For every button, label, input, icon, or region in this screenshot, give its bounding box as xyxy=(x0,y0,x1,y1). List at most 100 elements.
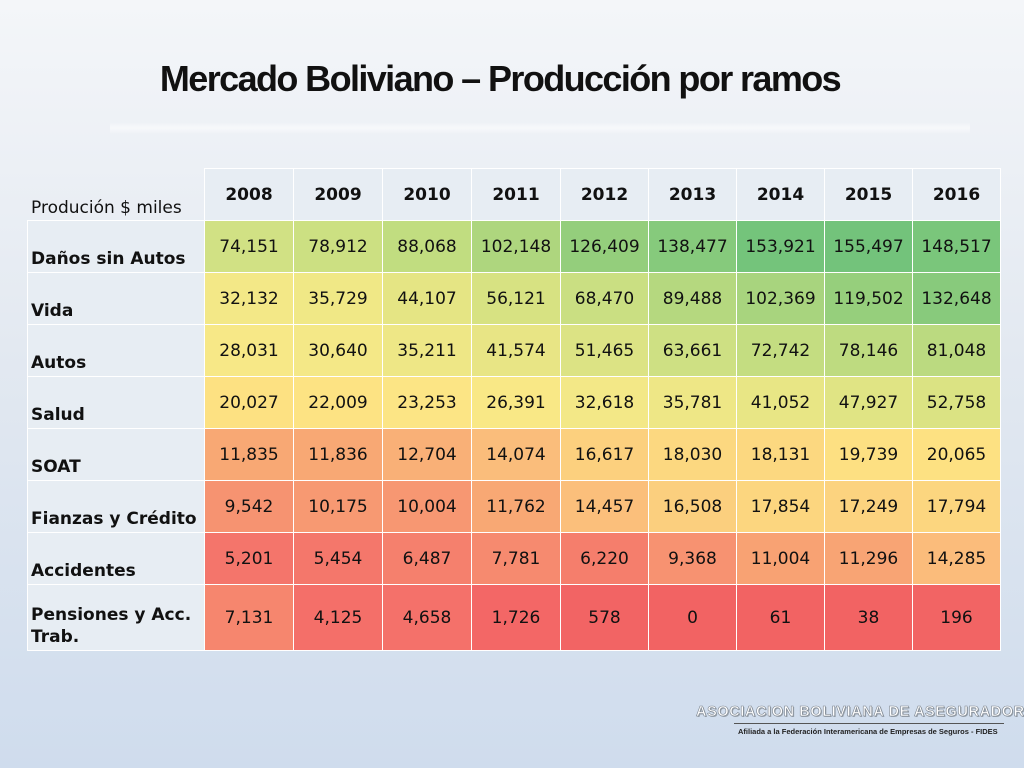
row-label: Daños sin Autos xyxy=(27,220,205,273)
value-cell: 63,661 xyxy=(648,324,737,377)
year-header: 2015 xyxy=(824,168,913,221)
value-cell: 14,457 xyxy=(560,480,649,533)
row-label: Vida xyxy=(27,272,205,325)
value-cell: 196 xyxy=(912,584,1001,651)
value-cell: 41,052 xyxy=(736,376,825,429)
year-header: 2016 xyxy=(912,168,1001,221)
year-header: 2008 xyxy=(204,168,294,221)
value-cell: 578 xyxy=(560,584,649,651)
association-logo: ASOCIACION BOLIVIANA DE ASEGURADORES Afi… xyxy=(696,704,1024,736)
value-cell: 14,074 xyxy=(471,428,561,481)
value-cell: 102,148 xyxy=(471,220,561,273)
logo-subtitle: Afiliada a la Federación Interamericana … xyxy=(738,727,998,736)
value-cell: 78,146 xyxy=(824,324,913,377)
value-cell: 89,488 xyxy=(648,272,737,325)
row-label: Fianzas y Crédito xyxy=(27,480,205,533)
year-header: 2011 xyxy=(471,168,561,221)
row-label: Salud xyxy=(27,376,205,429)
value-cell: 17,794 xyxy=(912,480,1001,533)
table-corner-label: Produción $ miles xyxy=(27,168,205,221)
value-cell: 38 xyxy=(824,584,913,651)
value-cell: 11,296 xyxy=(824,532,913,585)
value-cell: 81,048 xyxy=(912,324,1001,377)
table-row: SOAT 11,835 11,836 12,704 14,074 16,617 18,030… xyxy=(27,428,1001,481)
value-cell: 17,854 xyxy=(736,480,825,533)
value-cell: 7,781 xyxy=(471,532,561,585)
value-cell: 41,574 xyxy=(471,324,561,377)
value-cell: 88,068 xyxy=(382,220,472,273)
value-cell: 9,542 xyxy=(204,480,294,533)
value-cell: 78,912 xyxy=(293,220,383,273)
logo-divider xyxy=(734,723,1004,724)
value-cell: 28,031 xyxy=(204,324,294,377)
value-cell: 155,497 xyxy=(824,220,913,273)
value-cell: 47,927 xyxy=(824,376,913,429)
table-header-row: Produción $ miles 2008 2009 2010 2011 2012 20… xyxy=(27,168,1001,221)
table-row: Accidentes 5,201 5,454 6,487 7,781 6,220 9,368… xyxy=(27,532,1001,585)
value-cell: 16,508 xyxy=(648,480,737,533)
value-cell: 35,729 xyxy=(293,272,383,325)
value-cell: 72,742 xyxy=(736,324,825,377)
table-row: Fianzas y Crédito 9,542 10,175 10,004 11,762… xyxy=(27,480,1001,533)
row-label: Accidentes xyxy=(27,532,205,585)
year-header: 2012 xyxy=(560,168,649,221)
table-row: Pensiones y Acc. Trab. 7,131 4,125 4,658 1,7… xyxy=(27,584,1001,651)
value-cell: 138,477 xyxy=(648,220,737,273)
value-cell: 10,004 xyxy=(382,480,472,533)
title-reflection xyxy=(110,122,970,134)
value-cell: 5,201 xyxy=(204,532,294,585)
value-cell: 32,618 xyxy=(560,376,649,429)
value-cell: 22,009 xyxy=(293,376,383,429)
value-cell: 4,658 xyxy=(382,584,472,651)
value-cell: 26,391 xyxy=(471,376,561,429)
value-cell: 44,107 xyxy=(382,272,472,325)
value-cell: 9,368 xyxy=(648,532,737,585)
value-cell: 74,151 xyxy=(204,220,294,273)
row-label: Autos xyxy=(27,324,205,377)
value-cell: 17,249 xyxy=(824,480,913,533)
year-header: 2013 xyxy=(648,168,737,221)
value-cell: 61 xyxy=(736,584,825,651)
value-cell: 35,781 xyxy=(648,376,737,429)
value-cell: 23,253 xyxy=(382,376,472,429)
year-header: 2009 xyxy=(293,168,383,221)
value-cell: 126,409 xyxy=(560,220,649,273)
table-body: Daños sin Autos 74,151 78,912 88,068 102,148… xyxy=(27,220,1001,651)
value-cell: 14,285 xyxy=(912,532,1001,585)
value-cell: 18,030 xyxy=(648,428,737,481)
value-cell: 0 xyxy=(648,584,737,651)
value-cell: 16,617 xyxy=(560,428,649,481)
value-cell: 11,836 xyxy=(293,428,383,481)
value-cell: 148,517 xyxy=(912,220,1001,273)
value-cell: 6,487 xyxy=(382,532,472,585)
value-cell: 52,758 xyxy=(912,376,1001,429)
production-table: Produción $ miles 2008 2009 2010 2011 2012 20… xyxy=(27,168,1001,651)
value-cell: 132,648 xyxy=(912,272,1001,325)
value-cell: 119,502 xyxy=(824,272,913,325)
value-cell: 19,739 xyxy=(824,428,913,481)
value-cell: 1,726 xyxy=(471,584,561,651)
value-cell: 20,027 xyxy=(204,376,294,429)
table-row: Salud 20,027 22,009 23,253 26,391 32,618 35,78… xyxy=(27,376,1001,429)
slide-title: Mercado Boliviano – Producción por ramos xyxy=(159,58,842,99)
value-cell: 11,004 xyxy=(736,532,825,585)
value-cell: 20,065 xyxy=(912,428,1001,481)
table-row: Daños sin Autos 74,151 78,912 88,068 102,148… xyxy=(27,220,1001,273)
value-cell: 18,131 xyxy=(736,428,825,481)
value-cell: 51,465 xyxy=(560,324,649,377)
table-row: Vida 32,132 35,729 44,107 56,121 68,470 89,488… xyxy=(27,272,1001,325)
value-cell: 6,220 xyxy=(560,532,649,585)
value-cell: 56,121 xyxy=(471,272,561,325)
value-cell: 32,132 xyxy=(204,272,294,325)
row-label: Pensiones y Acc. Trab. xyxy=(27,584,205,651)
value-cell: 68,470 xyxy=(560,272,649,325)
value-cell: 35,211 xyxy=(382,324,472,377)
logo-main-text: ASOCIACION BOLIVIANA DE ASEGURADORES xyxy=(696,704,1024,721)
value-cell: 4,125 xyxy=(293,584,383,651)
row-label: SOAT xyxy=(27,428,205,481)
value-cell: 11,762 xyxy=(471,480,561,533)
table-row: Autos 28,031 30,640 35,211 41,574 51,465 63,66… xyxy=(27,324,1001,377)
value-cell: 10,175 xyxy=(293,480,383,533)
value-cell: 30,640 xyxy=(293,324,383,377)
year-header: 2014 xyxy=(736,168,825,221)
